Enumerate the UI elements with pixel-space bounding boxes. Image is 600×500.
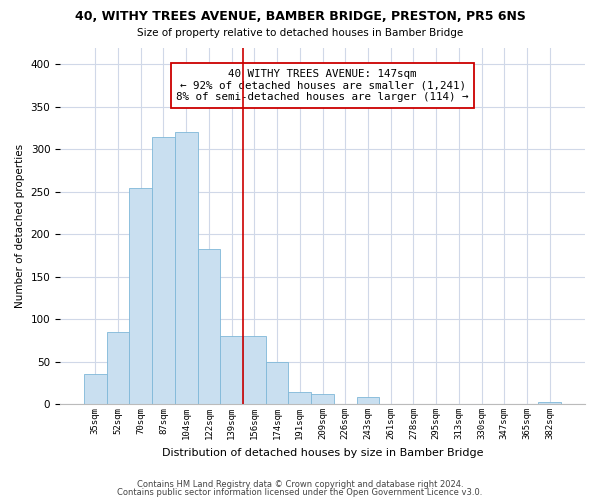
Bar xyxy=(152,136,175,404)
Text: Size of property relative to detached houses in Bamber Bridge: Size of property relative to detached ho… xyxy=(137,28,463,38)
Bar xyxy=(356,398,379,404)
Bar xyxy=(243,336,266,404)
Bar xyxy=(266,362,289,404)
Bar xyxy=(289,392,311,404)
Bar xyxy=(538,402,561,404)
X-axis label: Distribution of detached houses by size in Bamber Bridge: Distribution of detached houses by size … xyxy=(162,448,483,458)
Bar xyxy=(311,394,334,404)
Bar xyxy=(107,332,130,404)
Bar xyxy=(84,374,107,404)
Bar xyxy=(197,248,220,404)
Bar xyxy=(175,132,197,404)
Text: 40 WITHY TREES AVENUE: 147sqm
← 92% of detached houses are smaller (1,241)
8% of: 40 WITHY TREES AVENUE: 147sqm ← 92% of d… xyxy=(176,69,469,102)
Bar xyxy=(220,336,243,404)
Y-axis label: Number of detached properties: Number of detached properties xyxy=(15,144,25,308)
Text: 40, WITHY TREES AVENUE, BAMBER BRIDGE, PRESTON, PR5 6NS: 40, WITHY TREES AVENUE, BAMBER BRIDGE, P… xyxy=(74,10,526,23)
Text: Contains HM Land Registry data © Crown copyright and database right 2024.: Contains HM Land Registry data © Crown c… xyxy=(137,480,463,489)
Text: Contains public sector information licensed under the Open Government Licence v3: Contains public sector information licen… xyxy=(118,488,482,497)
Bar xyxy=(130,188,152,404)
